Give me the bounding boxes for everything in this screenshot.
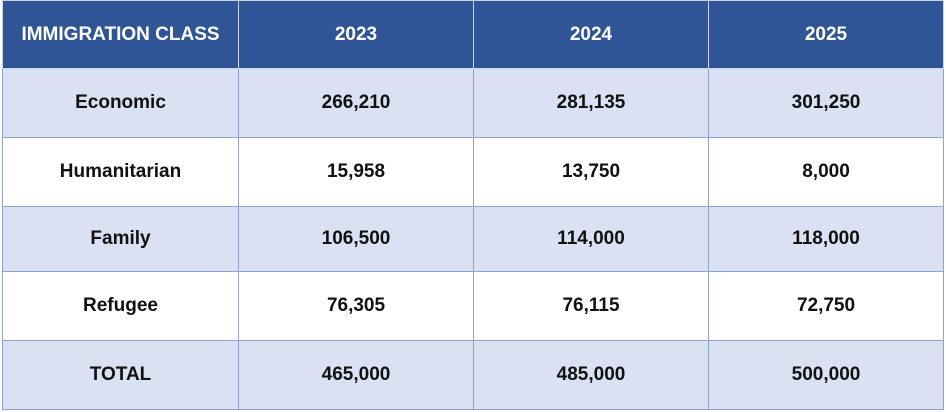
- row-label-economic: Economic: [2, 68, 239, 138]
- cell-refugee-2024: 76,115: [473, 271, 709, 341]
- table-row-total: TOTAL 465,000 485,000 500,000: [2, 340, 944, 410]
- header-year-2025: 2025: [708, 0, 944, 69]
- cell-economic-2024: 281,135: [473, 68, 709, 138]
- cell-total-2024: 485,000: [473, 340, 709, 410]
- row-label-refugee: Refugee: [2, 271, 239, 341]
- row-label-total: TOTAL: [2, 340, 239, 410]
- header-year-2024: 2024: [473, 0, 709, 69]
- table-row-humanitarian: Humanitarian 15,958 13,750 8,000: [2, 137, 944, 207]
- header-year-2023: 2023: [238, 0, 474, 69]
- row-label-family: Family: [2, 206, 239, 272]
- cell-family-2025: 118,000: [708, 206, 944, 272]
- table-row-economic: Economic 266,210 281,135 301,250: [2, 68, 944, 138]
- table-row-refugee: Refugee 76,305 76,115 72,750: [2, 271, 944, 341]
- cell-humanitarian-2025: 8,000: [708, 137, 944, 207]
- cell-economic-2023: 266,210: [238, 68, 474, 138]
- table-row-family: Family 106,500 114,000 118,000: [2, 206, 944, 272]
- cell-humanitarian-2023: 15,958: [238, 137, 474, 207]
- cell-family-2023: 106,500: [238, 206, 474, 272]
- table-header-row: IMMIGRATION CLASS 2023 2024 2025: [2, 0, 944, 69]
- cell-refugee-2025: 72,750: [708, 271, 944, 341]
- cell-refugee-2023: 76,305: [238, 271, 474, 341]
- cell-family-2024: 114,000: [473, 206, 709, 272]
- cell-total-2023: 465,000: [238, 340, 474, 410]
- header-immigration-class: IMMIGRATION CLASS: [2, 0, 239, 69]
- cell-economic-2025: 301,250: [708, 68, 944, 138]
- cell-total-2025: 500,000: [708, 340, 944, 410]
- cell-humanitarian-2024: 13,750: [473, 137, 709, 207]
- row-label-humanitarian: Humanitarian: [2, 137, 239, 207]
